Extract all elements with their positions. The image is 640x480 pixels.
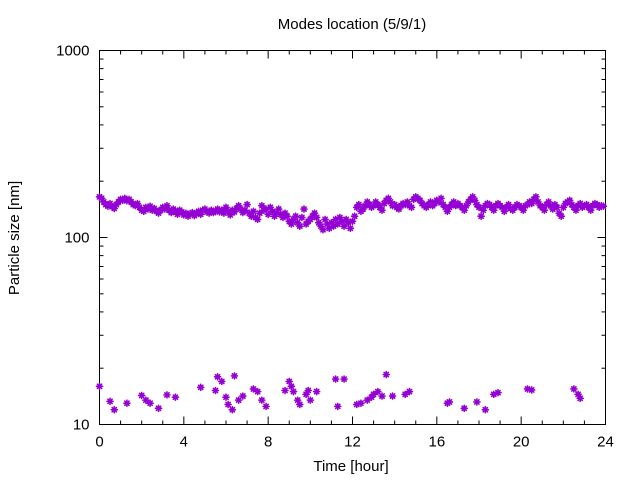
data-point (300, 205, 308, 213)
x-tick-label: 24 (597, 434, 614, 451)
data-point (445, 398, 454, 406)
data-point (258, 396, 266, 404)
data-point (473, 398, 481, 406)
data-point (344, 218, 353, 227)
data-point (281, 386, 289, 395)
data-point (312, 387, 321, 396)
data-point (274, 205, 283, 213)
data-point (262, 402, 270, 411)
x-axis-label: Time [hour] (313, 458, 388, 475)
data-point (405, 387, 414, 396)
data-point (333, 402, 342, 411)
chart-title: Modes location (5/9/1) (278, 16, 426, 33)
data-point (401, 390, 410, 399)
data-point (283, 212, 291, 220)
data-point (373, 387, 382, 396)
data-point (146, 399, 154, 407)
data-point (363, 396, 372, 404)
data-point (95, 382, 104, 391)
y-tick-label: 10 (73, 417, 90, 434)
data-point (382, 370, 391, 379)
data-point (213, 372, 222, 381)
data-point (224, 400, 232, 409)
data-point (355, 200, 363, 209)
data-point (243, 200, 251, 209)
data-point (289, 387, 298, 396)
data-point (331, 375, 340, 383)
data-point (291, 212, 300, 220)
data-point (253, 387, 262, 396)
axis-ticks: 0 4 8 12 16 20 24 10 100 1000 (56, 43, 614, 451)
data-point (437, 194, 445, 203)
data-point (348, 217, 357, 226)
data-point (222, 393, 230, 401)
data-point (306, 396, 315, 404)
data-point (253, 215, 262, 224)
y-tick-label: 1000 (56, 43, 89, 60)
data-point (312, 213, 321, 222)
x-tick-label: 20 (513, 434, 530, 451)
data-point (287, 382, 296, 391)
data-point (230, 372, 239, 380)
data-point (249, 385, 258, 393)
data-point (540, 206, 549, 214)
data-point (475, 203, 483, 212)
data-point (285, 377, 294, 386)
data-point (239, 392, 247, 400)
data-points (95, 193, 608, 414)
data-point (319, 225, 327, 234)
plot-frame (99, 50, 606, 425)
data-point (298, 213, 306, 222)
data-point (481, 405, 490, 414)
data-point (599, 202, 608, 211)
data-point (295, 400, 304, 409)
data-point (163, 391, 171, 399)
y-axis-label: Particle size [nm] (6, 181, 23, 295)
data-point (255, 209, 264, 217)
data-point (234, 396, 243, 404)
x-tick-label: 8 (264, 434, 272, 451)
data-point (295, 222, 304, 230)
data-point (477, 212, 485, 220)
data-point (110, 405, 119, 414)
data-point (494, 388, 502, 397)
data-point (532, 193, 540, 201)
data-point (460, 404, 469, 413)
x-tick-label: 12 (344, 434, 361, 451)
data-point (241, 206, 249, 214)
data-point (249, 207, 258, 216)
data-point (264, 210, 272, 219)
data-point (217, 377, 226, 386)
data-point (154, 404, 163, 413)
data-point (357, 399, 365, 407)
data-point (196, 210, 205, 219)
data-point (106, 397, 114, 406)
data-point (557, 212, 566, 220)
data-point (304, 386, 313, 395)
data-point (228, 405, 237, 414)
data-point (350, 212, 359, 220)
data-point (137, 391, 146, 400)
data-point (378, 392, 386, 400)
data-point (407, 203, 416, 212)
data-point (527, 386, 536, 394)
data-point (570, 385, 578, 393)
data-point (576, 394, 585, 403)
x-tick-label: 0 (95, 434, 103, 451)
data-point (340, 375, 348, 383)
y-tick-label: 100 (64, 230, 89, 247)
data-point (388, 392, 397, 400)
x-tick-label: 4 (180, 434, 188, 451)
data-point (142, 396, 150, 404)
data-point (123, 399, 131, 407)
data-point (553, 203, 561, 212)
data-point (196, 383, 205, 392)
x-tick-label: 16 (428, 434, 445, 451)
data-point (211, 386, 220, 395)
data-point (333, 220, 342, 228)
data-point (378, 206, 386, 214)
data-point (171, 393, 180, 401)
data-point (346, 224, 355, 233)
